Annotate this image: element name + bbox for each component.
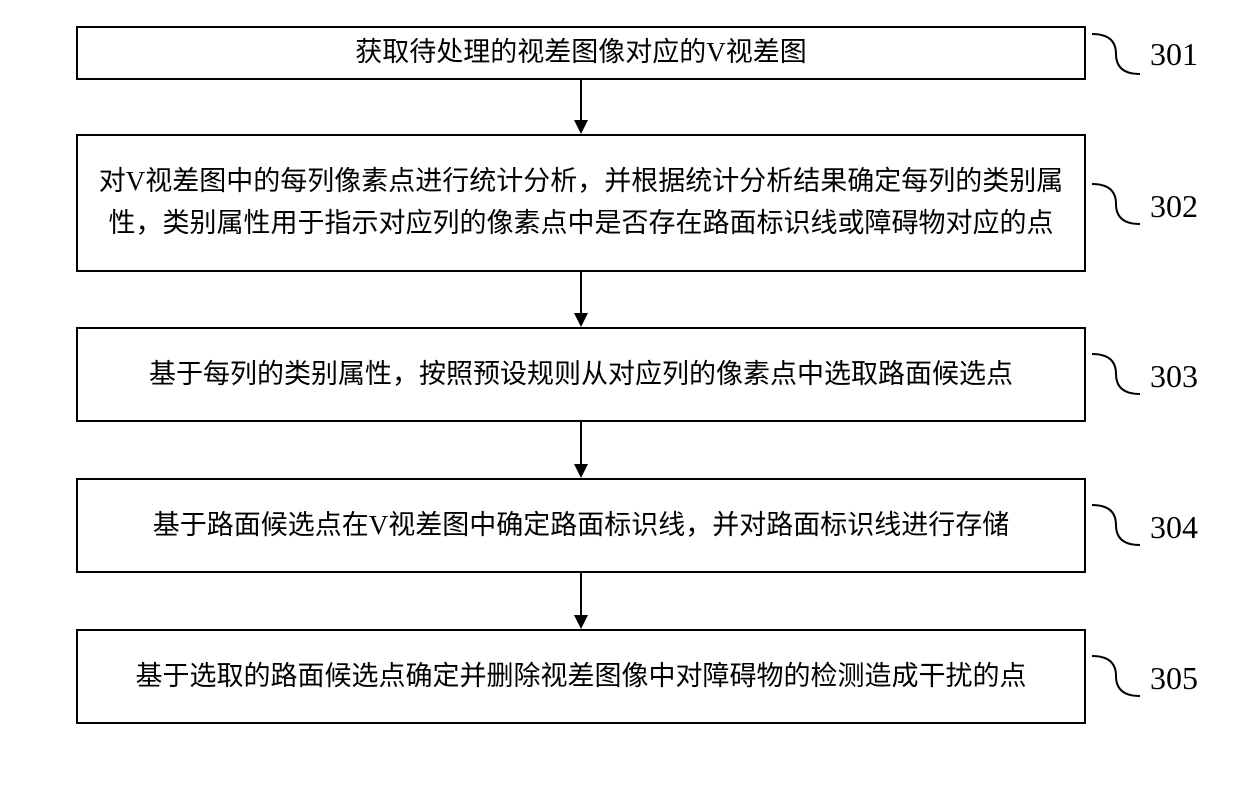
step-box-2: 对V视差图中的每列像素点进行统计分析，并根据统计分析结果确定每列的类别属性，类别… (76, 134, 1086, 272)
step-brace-2 (1090, 182, 1142, 226)
arrow-3 (571, 422, 591, 480)
step-box-3: 基于每列的类别属性，按照预设规则从对应列的像素点中选取路面候选点 (76, 327, 1086, 422)
step-label-4-text: 304 (1150, 509, 1198, 545)
step-box-2-text: 对V视差图中的每列像素点进行统计分析，并根据统计分析结果确定每列的类别属性，类别… (98, 161, 1064, 245)
step-brace-4 (1090, 503, 1142, 547)
step-label-3-text: 303 (1150, 358, 1198, 394)
step-label-2-text: 302 (1150, 188, 1198, 224)
arrow-4 (571, 573, 591, 631)
step-brace-5 (1090, 654, 1142, 698)
step-box-4-text: 基于路面候选点在V视差图中确定路面标识线，并对路面标识线进行存储 (153, 505, 1010, 547)
step-label-1: 301 (1150, 36, 1198, 73)
step-brace-1 (1090, 32, 1142, 76)
arrow-2 (571, 272, 591, 329)
step-label-2: 302 (1150, 188, 1198, 225)
step-box-1-text: 获取待处理的视差图像对应的V视差图 (355, 32, 807, 74)
step-brace-3 (1090, 352, 1142, 396)
step-label-3: 303 (1150, 358, 1198, 395)
step-box-5-text: 基于选取的路面候选点确定并删除视差图像中对障碍物的检测造成干扰的点 (136, 656, 1027, 698)
step-box-4: 基于路面候选点在V视差图中确定路面标识线，并对路面标识线进行存储 (76, 478, 1086, 573)
step-label-1-text: 301 (1150, 36, 1198, 72)
flowchart-canvas: 获取待处理的视差图像对应的V视差图 301 对V视差图中的每列像素点进行统计分析… (0, 0, 1240, 787)
step-box-3-text: 基于每列的类别属性，按照预设规则从对应列的像素点中选取路面候选点 (149, 354, 1013, 396)
arrow-1 (571, 80, 591, 136)
step-box-1: 获取待处理的视差图像对应的V视差图 (76, 26, 1086, 80)
step-label-5: 305 (1150, 660, 1198, 697)
step-label-4: 304 (1150, 509, 1198, 546)
step-box-5: 基于选取的路面候选点确定并删除视差图像中对障碍物的检测造成干扰的点 (76, 629, 1086, 724)
step-label-5-text: 305 (1150, 660, 1198, 696)
